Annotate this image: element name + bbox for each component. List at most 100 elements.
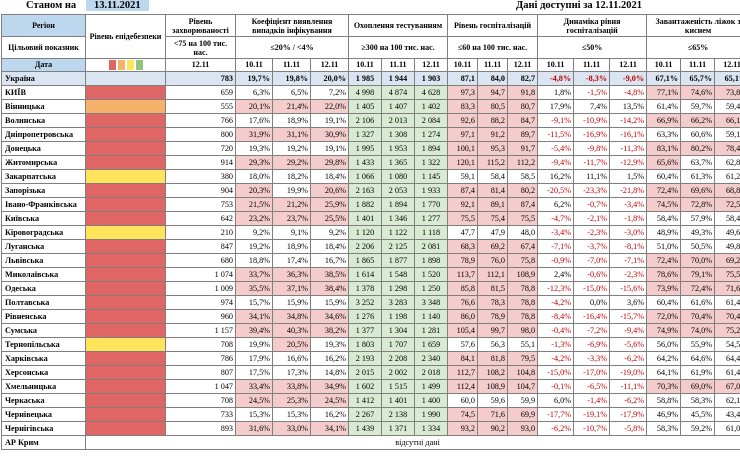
date-header: 10.11 <box>537 58 575 72</box>
hosp-value: 67,4 <box>507 239 539 254</box>
detection-value: 19,3% <box>235 141 273 156</box>
incidence-value: 708 <box>165 393 236 408</box>
dyn-value: -9,8% <box>573 141 611 156</box>
beds-value: 62,1% <box>714 393 740 408</box>
dyn-value: -16,4% <box>573 309 611 324</box>
beds-value: 49,6% <box>714 225 740 240</box>
beds-value: 80,2% <box>680 141 716 156</box>
detection-value: 25,9% <box>310 197 349 212</box>
hosp-value: 79,5 <box>507 351 539 366</box>
testing-value: 1 412 <box>348 393 382 408</box>
dyn-value: 11,1% <box>573 169 611 184</box>
region-name: Львівська <box>1 253 86 268</box>
incidence-value: 708 <box>165 337 236 352</box>
beds-value: 75,2% <box>714 323 740 338</box>
testing-value: 2 340 <box>413 351 449 366</box>
detection-value: 24,5% <box>310 393 349 408</box>
incidence-value: 893 <box>165 421 236 436</box>
testing-value: 1 322 <box>413 155 449 170</box>
dyn-value: -6,2% <box>609 393 648 408</box>
region-name: Сумська <box>1 323 86 338</box>
table-row: Хмельницька 1 047 33,4% 33,8% 34,9% 1 602 1 51… <box>1 379 740 394</box>
incidence-value: 783 <box>165 71 236 86</box>
testing-value: 1 439 <box>348 421 382 436</box>
dyn-value: -5,4% <box>537 141 575 156</box>
region-name: Полтавська <box>1 295 86 310</box>
beds-value: 58,4% <box>714 211 740 226</box>
region-name: Херсонська <box>1 365 86 380</box>
regions-table: Регіон Рівень епідебезпеки Рівень захвор… <box>1 14 740 450</box>
testing-value: 1 898 <box>413 253 449 268</box>
testing-value: 1 401 <box>381 393 415 408</box>
testing-value: 4 628 <box>413 85 449 100</box>
danger-level-cell <box>85 85 166 100</box>
dyn-value: -7,2% <box>573 323 611 338</box>
incidence-value: 210 <box>165 225 236 240</box>
hosp-value: 59,1 <box>447 169 479 184</box>
testing-value: 1 882 <box>348 197 382 212</box>
hosp-value: 98,0 <box>507 323 539 338</box>
testing-value: 1 933 <box>413 183 449 198</box>
beds-value: 72,0% <box>646 309 682 324</box>
beds-value: 61,4% <box>646 99 682 114</box>
incidence-value: 766 <box>165 113 236 128</box>
incidence-value: 380 <box>165 169 236 184</box>
date-header: 11.11 <box>477 58 509 72</box>
testing-value: 1 433 <box>348 155 382 170</box>
beds-value: 50,5% <box>680 239 716 254</box>
region-name: Україна <box>1 71 86 86</box>
beds-value: 58,4% <box>646 211 682 226</box>
legend <box>85 58 166 72</box>
region-name: Черкаська <box>1 393 86 408</box>
testing-value: 1 548 <box>381 267 415 282</box>
testing-value: 2 084 <box>413 113 449 128</box>
dyn-value: -6,9% <box>573 337 611 352</box>
detection-value: 16,7% <box>310 253 349 268</box>
dyn-value: -9,4% <box>537 155 575 170</box>
beds-value: 70,4% <box>714 309 740 324</box>
testing-value: 3 283 <box>381 295 415 310</box>
testing-value: 1 614 <box>348 267 382 282</box>
beds-value: 60,6% <box>680 127 716 142</box>
dyn-value: -16,1% <box>609 127 648 142</box>
detection-value: 23,2% <box>235 211 273 226</box>
date-header: 12.11 <box>507 58 539 72</box>
hosp-value: 78,9 <box>447 253 479 268</box>
region-name: Кіровоградська <box>1 225 86 240</box>
dyn-value: 7,4% <box>573 99 611 114</box>
detection-value: 16,2% <box>310 351 349 366</box>
date-header: 12.11 <box>609 58 648 72</box>
hosp-value: 100,1 <box>447 141 479 156</box>
region-name: АР Крим <box>1 435 86 450</box>
beds-value: 61,4% <box>714 365 740 380</box>
danger-level-cell <box>85 141 166 156</box>
testing-value: 1 277 <box>413 211 449 226</box>
beds-value: 64,4% <box>714 351 740 366</box>
testing-value: 1 327 <box>348 127 382 142</box>
date-header: 10.11 <box>235 58 273 72</box>
hosp-value: 81,8 <box>477 351 509 366</box>
detection-value: 18,4% <box>310 169 349 184</box>
incidence-value: 1 157 <box>165 323 236 338</box>
dyn-value: -17,7% <box>537 407 575 422</box>
dyn-value: -12,9% <box>609 155 648 170</box>
beds-value: 74,5% <box>646 197 682 212</box>
beds-value: 70,4% <box>680 309 716 324</box>
hosp-value: 74,5 <box>447 407 479 422</box>
beds-value: 60,4% <box>646 295 682 310</box>
detection-value: 15,3% <box>272 407 311 422</box>
testing-value: 1 304 <box>381 323 415 338</box>
detection-value: 29,8% <box>310 155 349 170</box>
testing-value: 4 998 <box>348 85 382 100</box>
detection-value: 16,6% <box>272 351 311 366</box>
detection-value: 19,1% <box>310 141 349 156</box>
hosp-value: 112,4 <box>447 379 479 394</box>
detection-value: 39,4% <box>235 323 273 338</box>
beds-value: 79,1% <box>680 267 716 282</box>
testing-value: 1 378 <box>348 281 382 296</box>
detection-value: 25,3% <box>272 393 311 408</box>
danger-level-cell <box>85 407 166 422</box>
table-row: Житомирська 914 29,3% 29,2% 29,8% 1 433 1 365 1… <box>1 155 740 170</box>
testing-value: 2 138 <box>381 407 415 422</box>
detection-value: 14,8% <box>310 365 349 380</box>
